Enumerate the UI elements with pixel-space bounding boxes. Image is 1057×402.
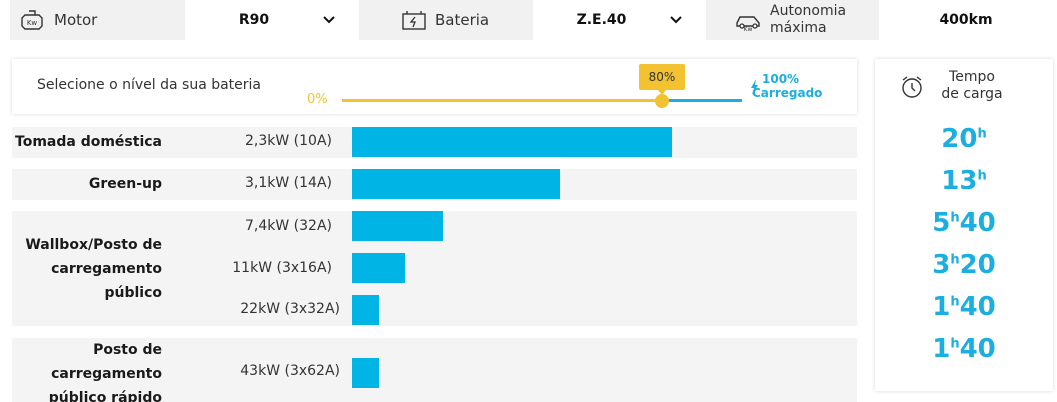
- alarm-clock-icon: [902, 76, 922, 98]
- hour-unit: h: [950, 294, 960, 310]
- battery-label: Bateria: [435, 11, 490, 29]
- minutes: 20: [959, 250, 996, 280]
- motor-label: Motor: [54, 11, 98, 29]
- charge-bar: [352, 169, 560, 199]
- hour-unit: h: [950, 336, 960, 352]
- hour-unit: h: [950, 210, 960, 226]
- svg-text:Kw: Kw: [744, 26, 753, 31]
- autonomy-label: Autonomia máxima: [770, 3, 846, 37]
- category-label-line: Posto de: [93, 342, 162, 358]
- minutes: 40: [959, 208, 996, 238]
- power-label: 2,3kW (10A): [245, 133, 332, 149]
- slider-track-filled[interactable]: [342, 99, 662, 102]
- hours: 3: [932, 250, 951, 280]
- charge-bar: [352, 127, 672, 157]
- category-label: Posto de carregamento público rápido: [49, 338, 162, 402]
- charge-time-title-line2: de carga: [941, 86, 1003, 102]
- svg-text:Kw: Kw: [27, 19, 38, 27]
- chevron-down-icon: [323, 16, 335, 24]
- charge-time-value: 20h: [875, 124, 1053, 154]
- minutes: 40: [959, 292, 996, 322]
- motor-label-cell: Kw Motor: [10, 0, 185, 40]
- battery-level-label: Selecione o nível da sua bateria: [37, 77, 262, 93]
- hours: 5: [932, 208, 951, 238]
- autonomy-label-line2: máxima: [770, 20, 827, 36]
- charge-time-value: 1h40: [875, 334, 1053, 364]
- power-label: 22kW (3x32A): [240, 301, 340, 317]
- hours: 13: [941, 166, 978, 196]
- category-label-line: carregamento: [51, 261, 162, 277]
- hours: 1: [932, 292, 951, 322]
- battery-icon: [401, 10, 427, 30]
- category-label: Wallbox/Posto de carregamento público: [25, 233, 162, 305]
- slider-track-remaining[interactable]: [662, 99, 742, 102]
- hours: 1: [932, 334, 951, 364]
- power-label: 3,1kW (14A): [245, 175, 332, 191]
- autonomy-value-cell: 400km: [880, 0, 1052, 40]
- engine-icon: Kw: [20, 9, 46, 31]
- charge-time-value: 5h40: [875, 208, 1053, 238]
- charge-bar: [352, 211, 443, 241]
- category-label-line: carregamento: [51, 366, 162, 382]
- hours: 20: [941, 124, 978, 154]
- motor-value: R90: [238, 12, 270, 28]
- charge-time-title-line1: Tempo: [949, 69, 995, 85]
- charge-time-panel: Tempo de carga 20h 13h 5h40 3h20 1h40 1h…: [875, 59, 1053, 391]
- lightning-icon: [751, 79, 758, 95]
- selector-bar: Kw Motor R90 Bateria Z.E.40 Kw Autonomia…: [0, 0, 1057, 40]
- hour-unit: h: [977, 126, 987, 142]
- battery-label-cell: Bateria: [359, 0, 533, 40]
- charging-row-wallbox: Wallbox/Posto de carregamento público 7,…: [12, 211, 857, 326]
- category-label-line: Wallbox/Posto de: [25, 237, 162, 253]
- charging-row-green-up: Green-up 3,1kW (14A): [12, 169, 857, 200]
- power-label: 11kW (3x16A): [232, 260, 332, 276]
- charging-row-fast-public: Posto de carregamento público rápido 43k…: [12, 338, 857, 402]
- battery-dropdown[interactable]: Z.E.40: [534, 0, 701, 40]
- slider-max-label: 100% Carregado: [752, 72, 822, 100]
- charging-row-domestic: Tomada doméstica 2,3kW (10A): [12, 127, 857, 158]
- hour-unit: h: [977, 168, 987, 184]
- category-label: Tomada doméstica: [15, 134, 162, 150]
- autonomy-label-line1: Autonomia: [770, 3, 847, 19]
- charge-bar: [352, 358, 379, 388]
- car-icon: Kw: [734, 9, 764, 31]
- charge-time-value: 13h: [875, 166, 1053, 196]
- category-label-line: público rápido: [48, 390, 162, 402]
- motor-dropdown[interactable]: R90: [186, 0, 354, 40]
- slider-value-bubble: 80%: [639, 64, 685, 95]
- slider-value-text: 80%: [648, 70, 676, 84]
- power-label: 43kW (3x62A): [240, 363, 340, 379]
- charge-time-value: 3h20: [875, 250, 1053, 280]
- slider-min-label: 0%: [307, 92, 328, 107]
- power-label: 7,4kW (32A): [245, 218, 332, 234]
- autonomy-value: 400km: [939, 12, 993, 28]
- slider-max-label-line1: 100%: [762, 72, 800, 86]
- battery-level-panel: Selecione o nível da sua bateria 0% 80% …: [12, 59, 857, 114]
- slider-handle[interactable]: [655, 94, 669, 108]
- charge-time-value: 1h40: [875, 292, 1053, 322]
- minutes: 40: [959, 334, 996, 364]
- charge-time-title: Tempo de carga: [937, 69, 1007, 103]
- charge-bar: [352, 295, 379, 325]
- category-label: Green-up: [88, 176, 162, 192]
- battery-value: Z.E.40: [576, 12, 627, 28]
- autonomy-label-cell: Kw Autonomia máxima: [706, 0, 879, 40]
- slider-max-label-line2: Carregado: [752, 86, 823, 100]
- category-label-line: público: [104, 285, 162, 301]
- charge-bar: [352, 253, 405, 283]
- chevron-down-icon: [670, 16, 682, 24]
- hour-unit: h: [950, 252, 960, 268]
